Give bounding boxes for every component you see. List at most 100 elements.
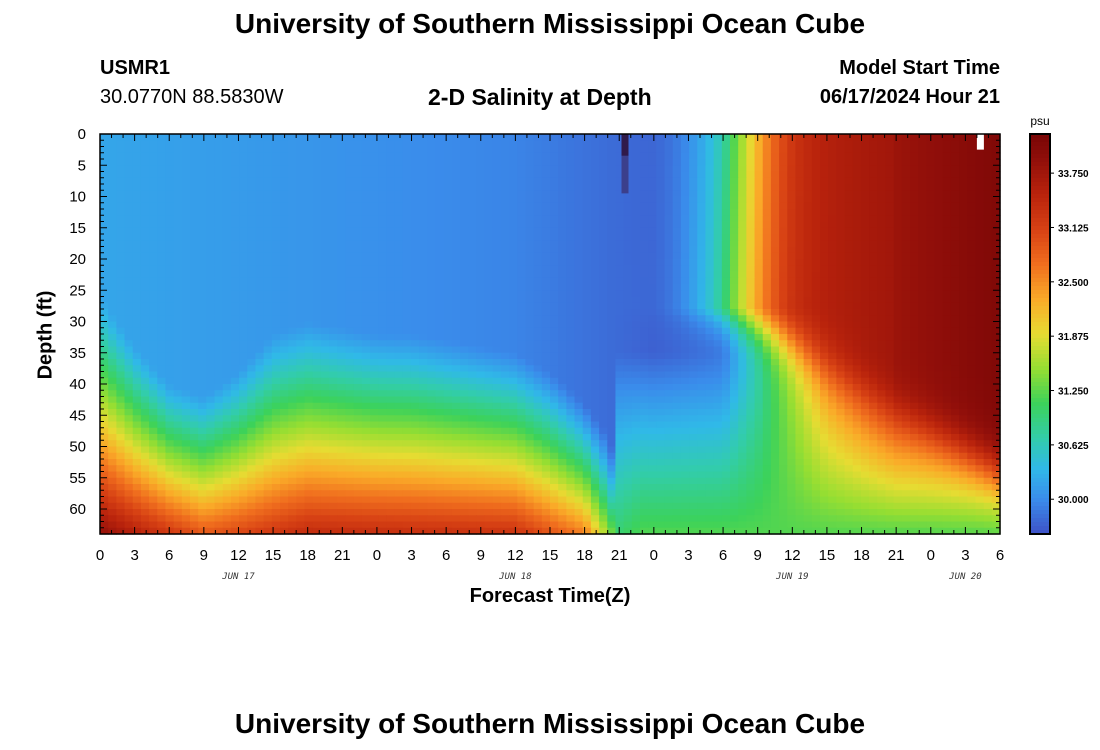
heat-cell	[198, 321, 207, 329]
heat-cell	[402, 334, 412, 341]
heat-cell	[950, 177, 960, 185]
heat-cell	[852, 334, 862, 341]
heat-cell	[329, 246, 338, 254]
heat-cell	[713, 215, 723, 223]
heat-cell	[607, 209, 617, 216]
heat-cell	[451, 396, 461, 404]
heat-cell	[132, 234, 142, 241]
heat-cell	[280, 365, 289, 373]
heat-cell	[811, 340, 821, 348]
heat-cell	[394, 340, 404, 348]
heat-cell	[574, 334, 584, 341]
heat-cell	[877, 159, 887, 166]
heat-cell	[206, 234, 216, 241]
heat-cell	[353, 402, 363, 410]
heat-cell	[959, 371, 968, 379]
heat-cell	[239, 359, 248, 366]
heat-cell	[353, 171, 363, 179]
heat-cell	[877, 346, 887, 354]
heat-cell	[844, 327, 854, 335]
heat-cell	[206, 296, 216, 304]
heat-cell	[255, 334, 265, 341]
heat-cell	[746, 359, 756, 366]
heat-cell	[353, 371, 363, 379]
heat-cell	[680, 309, 690, 316]
heat-cell	[901, 359, 911, 366]
heat-cell	[460, 396, 469, 404]
heat-cell	[173, 365, 183, 373]
heat-cell	[394, 259, 404, 266]
heat-cell	[730, 165, 739, 173]
heat-cell	[721, 302, 731, 310]
heat-cell	[304, 340, 314, 348]
heat-cell	[386, 221, 396, 229]
heat-cell	[337, 171, 347, 179]
heat-cell	[378, 152, 387, 160]
heat-cell	[664, 377, 674, 385]
heat-cell	[975, 402, 985, 410]
heat-cell	[680, 252, 690, 260]
heat-cell	[140, 296, 150, 304]
heat-cell	[721, 134, 731, 141]
heat-cell	[476, 321, 486, 329]
heat-cell	[590, 190, 600, 198]
heat-cell	[296, 265, 306, 273]
heat-cell	[255, 159, 265, 166]
heat-cell	[860, 290, 870, 298]
heat-cell	[950, 327, 960, 335]
heat-cell	[754, 371, 764, 379]
heat-cell	[132, 309, 142, 316]
heat-cell	[320, 209, 330, 216]
heat-cell	[165, 284, 175, 291]
heat-cell	[607, 215, 617, 223]
heat-cell	[869, 202, 878, 210]
heat-cell	[280, 284, 289, 291]
heat-cell	[435, 277, 445, 285]
heat-cell	[353, 271, 363, 279]
heat-cell	[378, 227, 387, 235]
heat-cell	[967, 165, 977, 173]
heat-cell	[828, 402, 837, 410]
heat-cell	[541, 152, 551, 160]
heat-cell	[476, 171, 486, 179]
heat-cell	[574, 221, 584, 229]
heat-cell	[509, 409, 518, 416]
heat-cell	[484, 146, 494, 154]
heat-cell	[288, 296, 297, 304]
heat-cell	[361, 177, 371, 185]
heat-cell	[353, 390, 363, 398]
heat-cell	[762, 296, 772, 304]
heat-cell	[320, 252, 330, 260]
heat-cell	[901, 271, 911, 279]
heat-cell	[116, 409, 126, 416]
heat-cell	[100, 146, 109, 154]
heat-cell	[108, 290, 117, 298]
heat-cell	[361, 134, 371, 141]
heat-cell	[181, 221, 191, 229]
heat-cell	[280, 415, 289, 423]
heat-cell	[730, 152, 739, 160]
heat-cell	[402, 302, 412, 310]
heat-cell	[239, 296, 248, 304]
heat-cell	[533, 177, 543, 185]
heat-cell	[967, 309, 977, 316]
heat-cell	[108, 271, 117, 279]
heat-cell	[108, 259, 117, 266]
heat-cell	[910, 327, 919, 335]
heat-cell	[803, 202, 813, 210]
heat-cell	[648, 221, 657, 229]
heat-cell	[820, 327, 829, 335]
heat-cell	[247, 346, 257, 354]
heat-cell	[337, 159, 347, 166]
heat-cell	[271, 171, 281, 179]
heat-cell	[288, 365, 297, 373]
heat-cell	[271, 177, 281, 185]
heat-cell	[983, 184, 993, 191]
heat-cell	[100, 315, 109, 323]
heat-cell	[599, 384, 608, 391]
heat-cell	[230, 340, 240, 348]
heat-cell	[476, 302, 486, 310]
heat-cell	[803, 152, 813, 160]
heat-cell	[140, 359, 150, 366]
heat-cell	[149, 371, 158, 379]
